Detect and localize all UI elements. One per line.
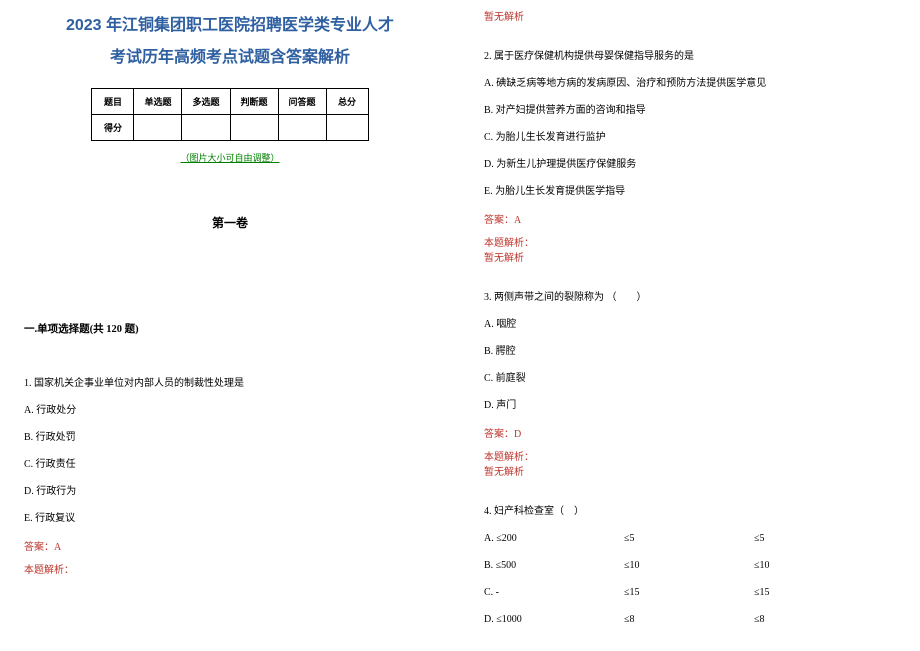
q4-opt-b: B. ≤500 ≤10 ≤10	[484, 558, 896, 573]
q4-b-c1: B. ≤500	[484, 558, 624, 573]
q2-analysis-label: 本题解析：	[484, 236, 896, 251]
row-label: 得分	[92, 115, 134, 141]
th-judge: 判断题	[230, 89, 278, 115]
document-title: 2023 年江铜集团职工医院招聘医学类专业人才 考试历年高频考点试题含答案解析	[24, 10, 436, 74]
q4-opt-c: C. - ≤15 ≤15	[484, 585, 896, 600]
q4-a-c3: ≤5	[754, 531, 896, 546]
q4-c-c2: ≤15	[624, 585, 754, 600]
q3-opt-c: C. 前庭裂	[484, 371, 896, 386]
q3-stem: 3. 两侧声带之间的裂隙称为 （ ）	[484, 290, 896, 305]
cell-empty	[326, 115, 368, 141]
th-qa: 问答题	[278, 89, 326, 115]
question-4: 4. 妇产科检查室（ ） A. ≤200 ≤5 ≤5 B. ≤500 ≤10 ≤…	[484, 504, 896, 627]
q1-opt-b: B. 行政处罚	[24, 430, 436, 445]
title-line-2: 考试历年高频考点试题含答案解析	[24, 42, 436, 74]
question-1: 1. 国家机关企事业单位对内部人员的制裁性处理是 A. 行政处分 B. 行政处罚…	[24, 376, 436, 578]
cell-empty	[278, 115, 326, 141]
q4-a-c1: A. ≤200	[484, 531, 624, 546]
q4-a-c2: ≤5	[624, 531, 754, 546]
th-label: 题目	[92, 89, 134, 115]
right-column: 暂无解析 2. 属于医疗保健机构提供母婴保健指导服务的是 A. 碘缺乏病等地方病…	[460, 0, 920, 651]
score-table: 题目 单选题 多选题 判断题 问答题 总分 得分	[91, 88, 368, 141]
q2-opt-c: C. 为胎儿生长发育进行监护	[484, 130, 896, 145]
q4-stem: 4. 妇产科检查室（ ）	[484, 504, 896, 519]
table-row: 得分	[92, 115, 368, 141]
q4-b-c3: ≤10	[754, 558, 896, 573]
q2-opt-d: D. 为新生儿护理提供医疗保健服务	[484, 157, 896, 172]
q2-answer: 答案：A	[484, 211, 896, 226]
q1-analysis-label: 本题解析：	[24, 563, 436, 578]
q1-opt-a: A. 行政处分	[24, 403, 436, 418]
title-line-1: 2023 年江铜集团职工医院招聘医学类专业人才	[24, 10, 436, 42]
q2-analysis-body: 暂无解析	[484, 251, 896, 266]
cell-empty	[134, 115, 182, 141]
q1-stem: 1. 国家机关企事业单位对内部人员的制裁性处理是	[24, 376, 436, 391]
q3-analysis-label: 本题解析：	[484, 450, 896, 465]
q3-opt-d: D. 声门	[484, 398, 896, 413]
q2-opt-b: B. 对产妇提供营养方面的咨询和指导	[484, 103, 896, 118]
volume-title: 第一卷	[24, 214, 436, 231]
q3-answer: 答案：D	[484, 425, 896, 440]
q4-opt-a: A. ≤200 ≤5 ≤5	[484, 531, 896, 546]
cell-empty	[230, 115, 278, 141]
left-column: 2023 年江铜集团职工医院招聘医学类专业人才 考试历年高频考点试题含答案解析 …	[0, 0, 460, 651]
q4-d-c3: ≤8	[754, 612, 896, 627]
q4-opt-d: D. ≤1000 ≤8 ≤8	[484, 612, 896, 627]
q1-opt-e: E. 行政复议	[24, 511, 436, 526]
q4-d-c1: D. ≤1000	[484, 612, 624, 627]
q4-d-c2: ≤8	[624, 612, 754, 627]
q4-b-c2: ≤10	[624, 558, 754, 573]
image-size-note: （图片大小可自由调整）	[24, 151, 436, 164]
cell-empty	[182, 115, 230, 141]
q2-opt-e: E. 为胎儿生长发育提供医学指导	[484, 184, 896, 199]
q3-opt-a: A. 咽腔	[484, 317, 896, 332]
q2-stem: 2. 属于医疗保健机构提供母婴保健指导服务的是	[484, 49, 896, 64]
q3-analysis-body: 暂无解析	[484, 465, 896, 480]
q1-analysis-body: 暂无解析	[484, 10, 896, 25]
question-2: 2. 属于医疗保健机构提供母婴保健指导服务的是 A. 碘缺乏病等地方病的发病原因…	[484, 49, 896, 266]
question-3: 3. 两侧声带之间的裂隙称为 （ ） A. 咽腔 B. 腭腔 C. 前庭裂 D.…	[484, 290, 896, 480]
q2-opt-a: A. 碘缺乏病等地方病的发病原因、治疗和预防方法提供医学意见	[484, 76, 896, 91]
table-row: 题目 单选题 多选题 判断题 问答题 总分	[92, 89, 368, 115]
q1-opt-c: C. 行政责任	[24, 457, 436, 472]
q1-answer: 答案：A	[24, 538, 436, 553]
section-title: 一.单项选择题(共 120 题)	[24, 321, 436, 336]
th-total: 总分	[326, 89, 368, 115]
q4-c-c3: ≤15	[754, 585, 896, 600]
q4-c-c1: C. -	[484, 585, 624, 600]
q3-opt-b: B. 腭腔	[484, 344, 896, 359]
q1-opt-d: D. 行政行为	[24, 484, 436, 499]
th-single: 单选题	[134, 89, 182, 115]
th-multi: 多选题	[182, 89, 230, 115]
